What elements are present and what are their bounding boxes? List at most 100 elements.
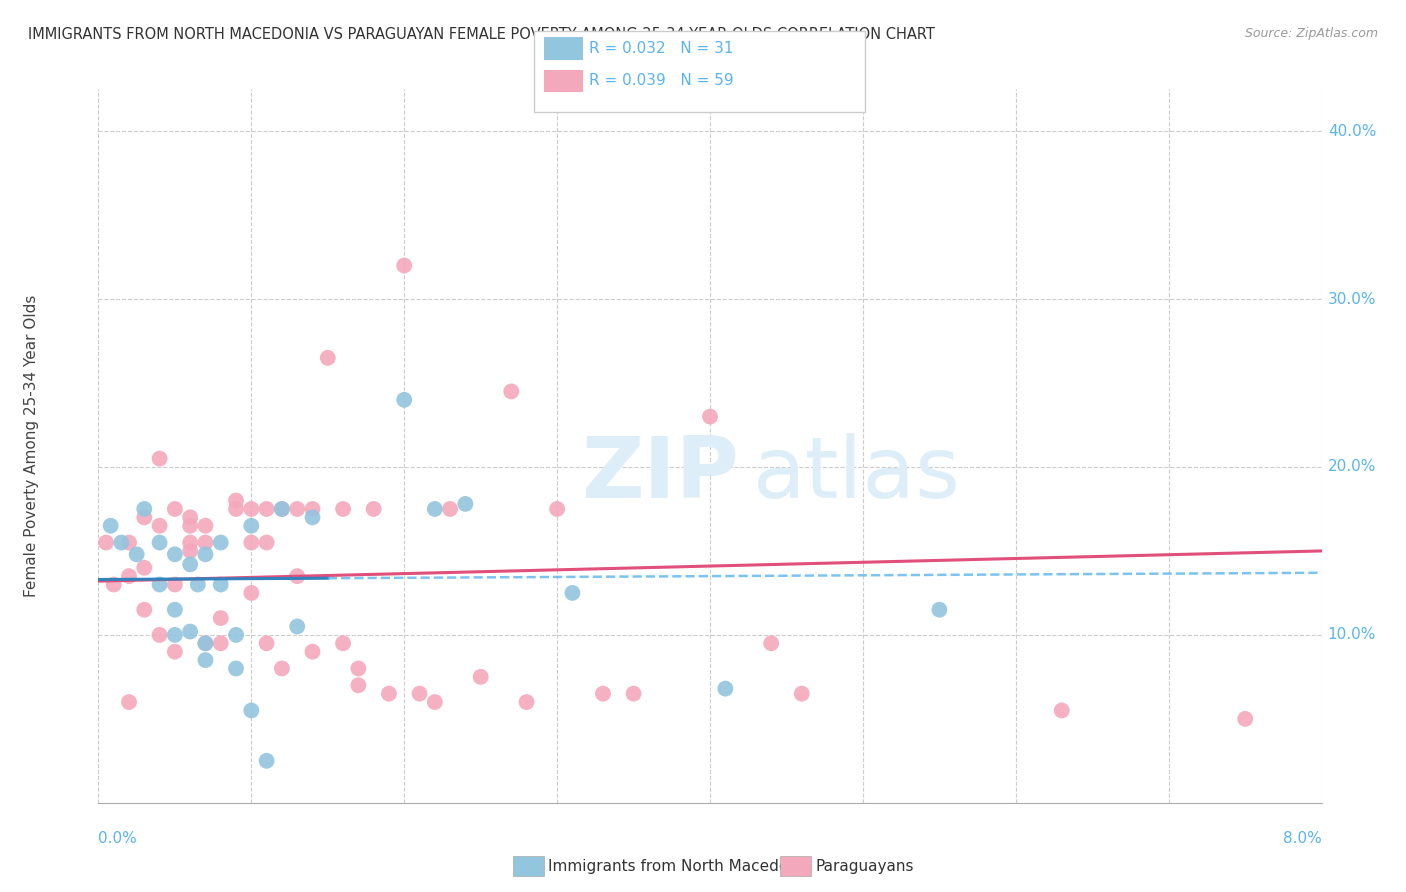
Point bbox=[149, 535, 172, 549]
Point bbox=[179, 535, 201, 549]
Point bbox=[316, 351, 339, 365]
Point bbox=[270, 502, 294, 516]
Text: 0.0%: 0.0% bbox=[98, 831, 138, 847]
Point bbox=[110, 535, 132, 549]
Point bbox=[561, 586, 583, 600]
Text: R = 0.039   N = 59: R = 0.039 N = 59 bbox=[589, 73, 734, 87]
Point bbox=[759, 636, 782, 650]
Text: Source: ZipAtlas.com: Source: ZipAtlas.com bbox=[1244, 27, 1378, 40]
Text: atlas: atlas bbox=[752, 433, 960, 516]
Point bbox=[209, 611, 232, 625]
Point bbox=[301, 645, 323, 659]
Point bbox=[179, 624, 201, 639]
Point bbox=[363, 502, 385, 516]
Point bbox=[179, 518, 201, 533]
Point bbox=[240, 502, 263, 516]
Point bbox=[134, 510, 156, 524]
Point bbox=[1050, 703, 1073, 717]
Text: IMMIGRANTS FROM NORTH MACEDONIA VS PARAGUAYAN FEMALE POVERTY AMONG 25-34 YEAR OL: IMMIGRANTS FROM NORTH MACEDONIA VS PARAG… bbox=[28, 27, 935, 42]
Point bbox=[149, 577, 172, 591]
Point bbox=[179, 544, 201, 558]
Point bbox=[301, 510, 323, 524]
Point bbox=[118, 695, 141, 709]
Point bbox=[454, 497, 477, 511]
Point bbox=[256, 502, 278, 516]
Point bbox=[270, 661, 294, 675]
Point bbox=[225, 628, 247, 642]
Text: 30.0%: 30.0% bbox=[1327, 292, 1376, 307]
Text: Paraguayans: Paraguayans bbox=[815, 859, 914, 873]
Point bbox=[179, 558, 201, 572]
Point bbox=[225, 502, 247, 516]
Text: Immigrants from North Macedonia: Immigrants from North Macedonia bbox=[548, 859, 811, 873]
Point bbox=[194, 547, 217, 561]
Point bbox=[94, 535, 117, 549]
Point bbox=[149, 451, 172, 466]
Point bbox=[501, 384, 523, 399]
Point bbox=[790, 687, 813, 701]
Text: R = 0.032   N = 31: R = 0.032 N = 31 bbox=[589, 41, 734, 55]
Point bbox=[285, 569, 308, 583]
Point bbox=[285, 502, 308, 516]
Point bbox=[270, 502, 294, 516]
Point bbox=[149, 518, 172, 533]
Point bbox=[179, 510, 201, 524]
Point bbox=[256, 535, 278, 549]
Point bbox=[118, 569, 141, 583]
Point bbox=[163, 577, 186, 591]
Point bbox=[209, 577, 232, 591]
Point bbox=[347, 661, 370, 675]
Point bbox=[100, 518, 122, 533]
Point bbox=[149, 628, 172, 642]
Point bbox=[194, 636, 217, 650]
Point bbox=[256, 754, 278, 768]
Point bbox=[423, 695, 446, 709]
Point bbox=[332, 502, 354, 516]
Point bbox=[240, 535, 263, 549]
Point bbox=[392, 259, 416, 273]
Point bbox=[194, 518, 217, 533]
Point bbox=[118, 535, 141, 549]
Point bbox=[623, 687, 645, 701]
Point bbox=[439, 502, 461, 516]
Point bbox=[470, 670, 492, 684]
Point bbox=[699, 409, 721, 424]
Point bbox=[256, 636, 278, 650]
Point bbox=[225, 661, 247, 675]
Point bbox=[1234, 712, 1257, 726]
Point bbox=[240, 703, 263, 717]
Point bbox=[347, 678, 370, 692]
Text: 20.0%: 20.0% bbox=[1327, 459, 1376, 475]
Point bbox=[163, 502, 186, 516]
Point bbox=[546, 502, 568, 516]
Point bbox=[194, 636, 217, 650]
Point bbox=[592, 687, 614, 701]
Point bbox=[134, 603, 156, 617]
Point bbox=[714, 681, 737, 696]
Point bbox=[301, 502, 323, 516]
Point bbox=[285, 619, 308, 633]
Point bbox=[423, 502, 446, 516]
Point bbox=[134, 502, 156, 516]
Point bbox=[134, 560, 156, 574]
Point bbox=[240, 518, 263, 533]
Text: ZIP: ZIP bbox=[582, 433, 740, 516]
Point bbox=[392, 392, 416, 407]
Point bbox=[378, 687, 401, 701]
Text: Female Poverty Among 25-34 Year Olds: Female Poverty Among 25-34 Year Olds bbox=[24, 295, 38, 597]
Point bbox=[332, 636, 354, 650]
Point bbox=[240, 586, 263, 600]
Point bbox=[194, 653, 217, 667]
Point bbox=[163, 603, 186, 617]
Point bbox=[187, 577, 209, 591]
Point bbox=[928, 603, 950, 617]
Point bbox=[209, 636, 232, 650]
Point bbox=[225, 493, 247, 508]
Point bbox=[163, 628, 186, 642]
Text: 10.0%: 10.0% bbox=[1327, 627, 1376, 642]
Point bbox=[408, 687, 430, 701]
Text: 40.0%: 40.0% bbox=[1327, 124, 1376, 138]
Point bbox=[125, 547, 148, 561]
Point bbox=[516, 695, 538, 709]
Point bbox=[163, 645, 186, 659]
